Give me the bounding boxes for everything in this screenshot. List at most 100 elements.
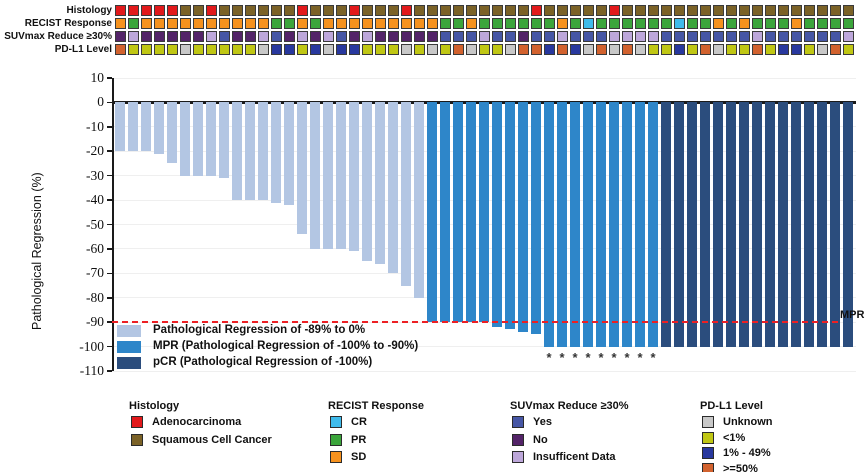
annotation-square [284,5,295,16]
annotation-square [531,44,542,55]
waterfall-bar [128,102,138,152]
annotation-square [570,44,581,55]
annotation-square [804,5,815,16]
annotation-square [310,5,321,16]
annotation-square [817,44,828,55]
annotation-square [661,31,672,42]
annotation-square [141,31,152,42]
asterisk-marker: * [598,350,604,365]
legend-group-title: PD-L1 Level [700,400,763,412]
waterfall-bar [674,102,684,347]
waterfall-bar [713,102,723,347]
annotation-square [245,44,256,55]
annotation-square [167,5,178,16]
annotation-square [219,5,230,16]
annotation-square [167,31,178,42]
annotation-square [297,5,308,16]
legend-swatch [131,433,143,446]
annotation-square [843,18,854,29]
annotation-square [622,5,633,16]
legend-label: Pathological Regression of -89% to 0% [153,324,366,336]
annotation-square [492,31,503,42]
annotation-square [674,44,685,55]
annotation-square [167,18,178,29]
legend-swatch [702,431,714,444]
annotation-square [752,18,763,29]
legend-label: Insufficent Data [533,451,616,463]
waterfall-bar [648,102,658,347]
annotation-square [531,31,542,42]
annotation-square [739,5,750,16]
annotation-square [388,5,399,16]
annotation-square [765,18,776,29]
annotation-square [414,31,425,42]
annotation-square [752,31,763,42]
annotation-square [635,31,646,42]
annotation-square [687,31,698,42]
waterfall-bar [817,102,827,347]
mpr-reference-line [112,321,838,324]
annotation-square [180,31,191,42]
annotation-square [440,44,451,55]
annotation-square [713,5,724,16]
legend-swatch [330,433,342,446]
waterfall-bar [232,102,242,201]
annotation-square [362,44,373,55]
annotation-square [310,18,321,29]
annotation-square [804,44,815,55]
annotation-square [297,31,308,42]
waterfall-bar [349,102,359,252]
annotation-square [297,44,308,55]
annotation-square [349,31,360,42]
track-label-suvmax: SUVmax Reduce ≥30% [4,31,112,42]
annotation-square [479,44,490,55]
asterisk-marker: * [611,350,617,365]
y-axis-tick [107,321,112,323]
annotation-square [336,18,347,29]
annotation-square [531,18,542,29]
waterfall-bar [375,102,385,264]
gridline [112,346,856,348]
annotation-square [726,31,737,42]
annotation-square [427,5,438,16]
annotation-square [427,31,438,42]
waterfall-bar [635,102,645,347]
waterfall-bar [479,102,489,323]
annotation-square [466,18,477,29]
waterfall-bar [843,102,853,347]
legend-swatch [131,416,143,428]
annotation-square [622,18,633,29]
waterfall-bar [167,102,177,164]
y-axis-tick [107,272,112,275]
annotation-square [544,31,555,42]
asterisk-marker: * [546,350,552,365]
annotation-square [180,18,191,29]
waterfall-bar [271,102,281,203]
annotation-square [414,5,425,16]
annotation-square [726,18,737,29]
annotation-square [219,44,230,55]
annotation-square [141,18,152,29]
annotation-square [700,44,711,55]
annotation-square [115,5,126,16]
y-axis-title: Pathological Regression (%) [30,172,44,330]
waterfall-bar [336,102,346,249]
annotation-square [726,44,737,55]
track-label-histology: Histology [66,5,112,16]
annotation-square [505,5,516,16]
annotation-square [817,18,828,29]
annotation-square [609,5,620,16]
legend-label: PR [351,433,367,446]
legend-label: <1% [723,431,746,444]
legend-label: pCR (Pathological Regression of -100%) [153,356,373,368]
y-axis-tick [107,77,112,79]
annotation-square [739,31,750,42]
annotation-square [154,44,165,55]
annotation-square [752,44,763,55]
track-label-recist: RECIST Response [24,18,112,29]
legend-label: Yes [533,416,552,428]
annotation-square [505,44,516,55]
legend-label: No [533,433,548,446]
annotation-square [401,44,412,55]
annotation-square [791,31,802,42]
